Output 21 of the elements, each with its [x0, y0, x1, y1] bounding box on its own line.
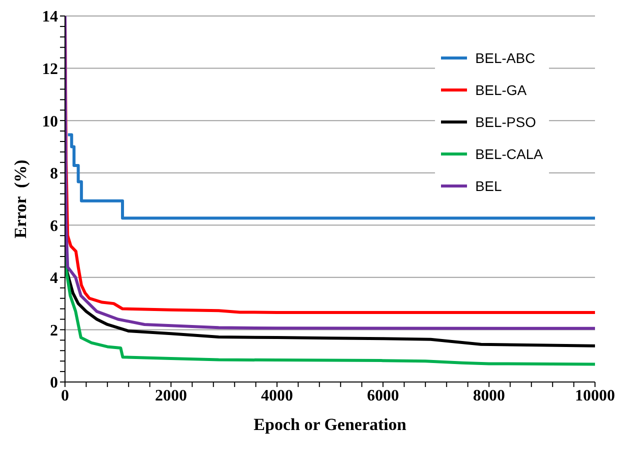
- legend-label: BEL-CALA: [475, 146, 543, 162]
- y-tick-label: 4: [50, 270, 58, 288]
- y-tick-label: 8: [50, 166, 58, 183]
- x-tick-label: 2000: [155, 387, 187, 404]
- legend-label: BEL: [475, 178, 502, 194]
- x-tick-label: 8000: [473, 387, 505, 404]
- x-tick-label: 4000: [261, 387, 293, 404]
- x-tick-label: 0: [61, 387, 69, 404]
- x-tick-label: 6000: [367, 387, 399, 404]
- legend-label: BEL-PSO: [475, 114, 536, 130]
- y-tick-label: 10: [42, 113, 58, 130]
- y-tick-label: 6: [50, 218, 58, 235]
- x-tick-label: 10000: [575, 387, 615, 404]
- y-tick-label: 0: [50, 374, 58, 392]
- y-tick-label: 2: [50, 322, 58, 340]
- y-axis-title: Error (%): [10, 160, 30, 238]
- legend-label: BEL-GA: [475, 82, 527, 98]
- y-tick-label: 12: [42, 60, 58, 78]
- legend-label: BEL-ABC: [475, 50, 536, 66]
- x-axis-title: Epoch or Generation: [254, 415, 407, 434]
- y-tick-label: 14: [42, 8, 58, 26]
